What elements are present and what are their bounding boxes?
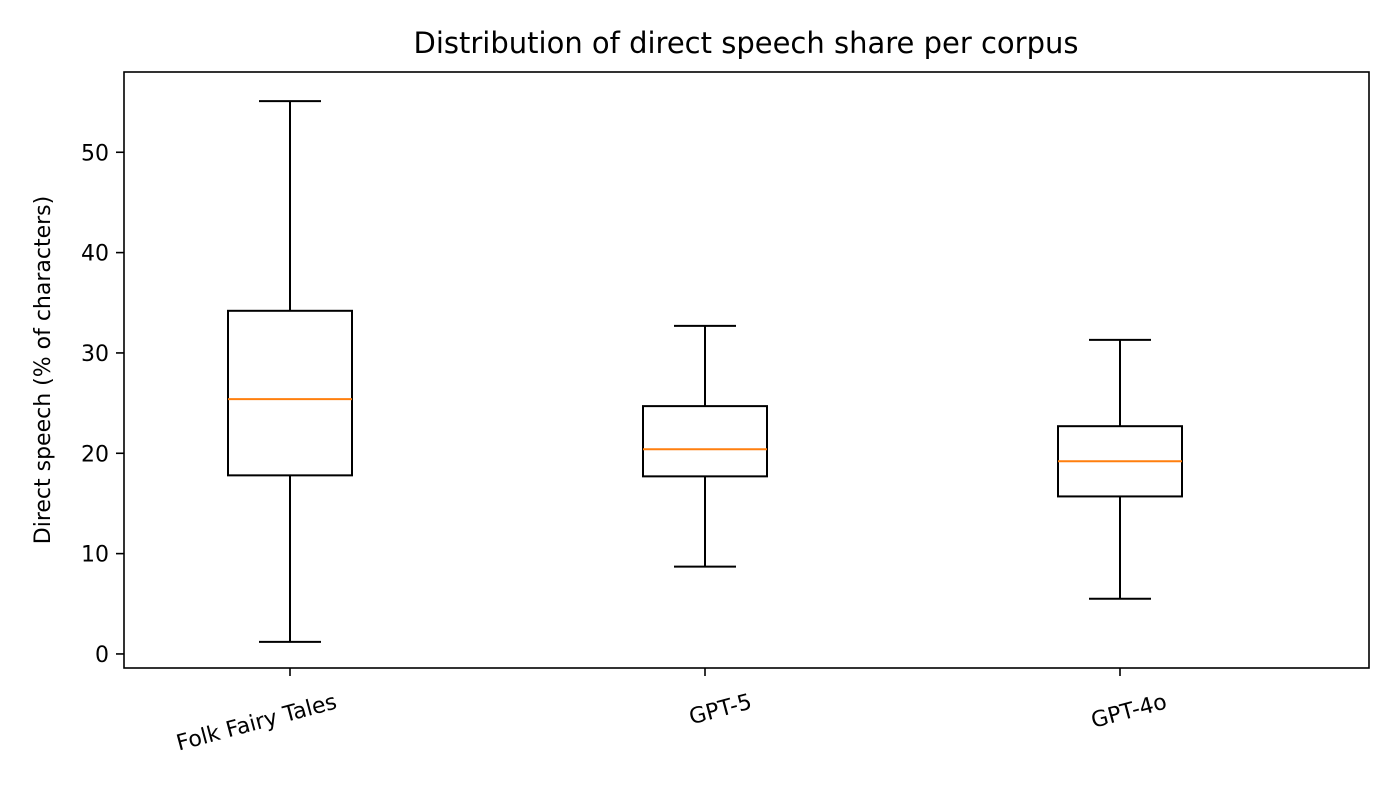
y-tick-label: 50 — [81, 141, 109, 166]
axes-frame — [123, 71, 1370, 669]
y-axis-label: Direct speech (% of characters) — [31, 196, 56, 544]
box-group-2 — [1057, 338, 1183, 600]
box-group-1 — [642, 324, 768, 568]
box-group-0 — [227, 100, 353, 643]
y-tick-label: 10 — [81, 543, 109, 568]
y-tick-label: 30 — [81, 342, 109, 367]
y-tick-label: 0 — [95, 643, 109, 668]
box-iqr — [227, 309, 353, 477]
y-tick-label: 20 — [81, 442, 109, 467]
chart-title: Distribution of direct speech share per … — [414, 26, 1079, 60]
box-iqr — [642, 405, 768, 478]
y-tick-label: 40 — [81, 242, 109, 267]
plot-area — [227, 100, 1183, 643]
y-axis-ticks: 0 10 20 30 40 50 — [81, 141, 124, 668]
